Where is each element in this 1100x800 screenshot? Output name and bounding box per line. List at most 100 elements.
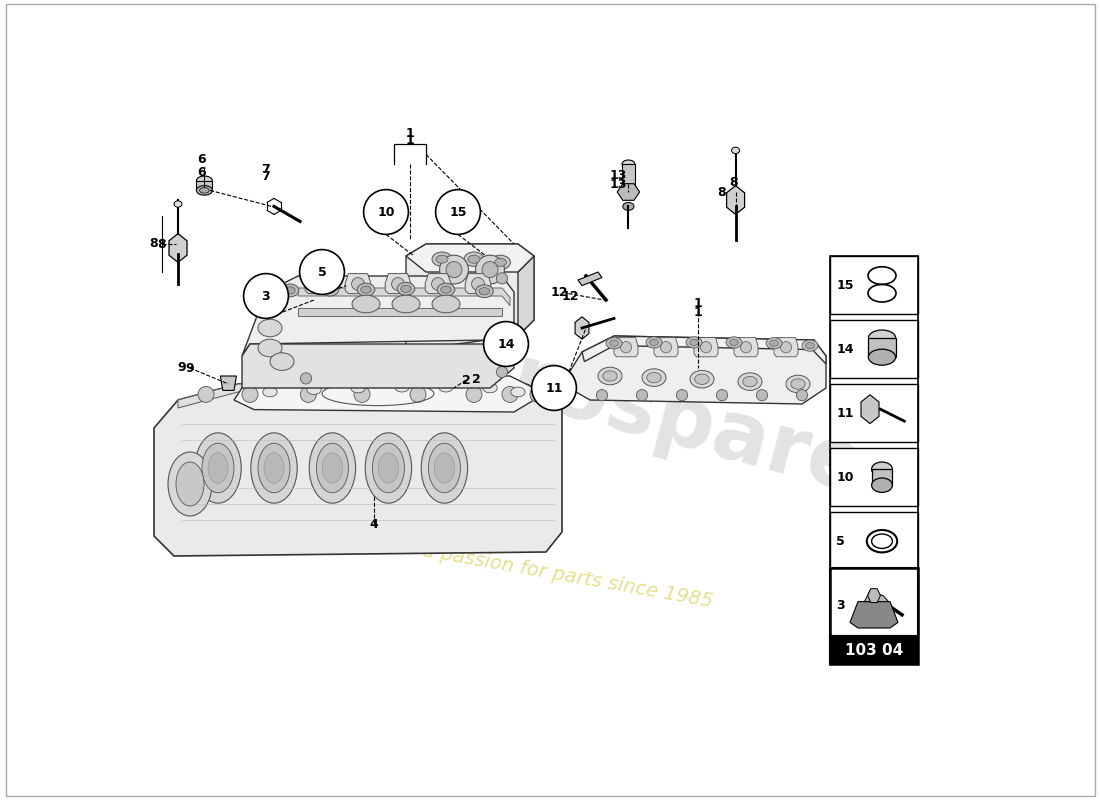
Polygon shape <box>850 602 898 628</box>
Ellipse shape <box>361 286 371 293</box>
Ellipse shape <box>686 337 702 348</box>
Ellipse shape <box>621 160 635 168</box>
Ellipse shape <box>494 258 506 266</box>
Ellipse shape <box>199 187 209 193</box>
Ellipse shape <box>483 383 497 393</box>
Circle shape <box>482 262 498 278</box>
Circle shape <box>354 386 370 402</box>
Ellipse shape <box>603 371 617 382</box>
Ellipse shape <box>690 339 698 346</box>
Ellipse shape <box>397 282 415 295</box>
Ellipse shape <box>251 433 297 503</box>
Polygon shape <box>305 274 331 294</box>
Text: 10: 10 <box>836 470 854 484</box>
Ellipse shape <box>609 340 618 346</box>
Circle shape <box>676 390 688 401</box>
Text: eurospares: eurospares <box>390 309 921 523</box>
Ellipse shape <box>623 202 634 210</box>
Bar <box>830 568 918 636</box>
Ellipse shape <box>309 433 355 503</box>
Text: 13: 13 <box>609 169 627 182</box>
Bar <box>830 448 918 506</box>
Circle shape <box>352 278 364 290</box>
Polygon shape <box>178 384 562 408</box>
Ellipse shape <box>176 462 204 506</box>
Ellipse shape <box>695 374 710 384</box>
Text: 15: 15 <box>449 206 466 218</box>
Circle shape <box>484 322 528 366</box>
Ellipse shape <box>786 375 810 393</box>
Polygon shape <box>654 338 678 357</box>
Ellipse shape <box>491 255 510 270</box>
Ellipse shape <box>464 252 484 266</box>
Ellipse shape <box>729 339 738 346</box>
Bar <box>830 384 918 442</box>
Text: 8: 8 <box>717 186 726 198</box>
Bar <box>197 181 212 190</box>
Ellipse shape <box>208 453 228 483</box>
Circle shape <box>300 386 317 402</box>
Circle shape <box>440 255 469 284</box>
Text: 5: 5 <box>318 266 327 278</box>
Circle shape <box>620 342 631 353</box>
Ellipse shape <box>690 370 714 388</box>
Text: 7: 7 <box>262 170 271 182</box>
Circle shape <box>466 386 482 402</box>
Circle shape <box>475 255 505 284</box>
Polygon shape <box>868 338 895 357</box>
Circle shape <box>531 366 576 410</box>
Ellipse shape <box>510 387 525 397</box>
Polygon shape <box>406 244 534 272</box>
Polygon shape <box>578 272 602 286</box>
Polygon shape <box>575 317 589 339</box>
Ellipse shape <box>395 382 409 392</box>
Text: 1: 1 <box>406 134 415 146</box>
Ellipse shape <box>868 330 895 346</box>
Polygon shape <box>614 338 638 357</box>
Polygon shape <box>774 338 798 357</box>
Ellipse shape <box>195 433 241 503</box>
Circle shape <box>300 271 311 282</box>
Ellipse shape <box>428 443 461 493</box>
Circle shape <box>311 278 324 290</box>
Polygon shape <box>871 469 892 485</box>
Text: 8: 8 <box>150 237 158 250</box>
Circle shape <box>701 342 712 353</box>
Ellipse shape <box>868 349 895 365</box>
Ellipse shape <box>738 373 762 390</box>
Polygon shape <box>727 186 745 214</box>
Ellipse shape <box>264 453 284 483</box>
Bar <box>830 320 918 378</box>
Ellipse shape <box>770 340 779 346</box>
Polygon shape <box>868 589 880 602</box>
Polygon shape <box>465 274 491 294</box>
Ellipse shape <box>358 283 375 296</box>
Text: 11: 11 <box>836 406 854 420</box>
Circle shape <box>242 386 258 402</box>
Circle shape <box>596 390 607 401</box>
Circle shape <box>740 342 751 353</box>
Polygon shape <box>861 394 879 424</box>
Circle shape <box>757 390 768 401</box>
Ellipse shape <box>400 286 411 293</box>
Text: 9: 9 <box>177 361 186 374</box>
Circle shape <box>436 190 481 234</box>
Ellipse shape <box>647 372 661 382</box>
Ellipse shape <box>642 369 666 386</box>
Ellipse shape <box>197 186 212 195</box>
Polygon shape <box>426 274 451 294</box>
Circle shape <box>660 342 672 353</box>
Polygon shape <box>865 590 889 602</box>
Circle shape <box>364 190 408 234</box>
Bar <box>830 576 918 634</box>
Circle shape <box>431 278 444 290</box>
Text: 13: 13 <box>609 178 627 190</box>
Text: 2: 2 <box>462 374 471 386</box>
Circle shape <box>637 390 648 401</box>
Ellipse shape <box>439 382 453 392</box>
Circle shape <box>446 262 462 278</box>
Text: 14: 14 <box>497 338 515 350</box>
Bar <box>830 568 918 664</box>
Polygon shape <box>169 234 187 262</box>
Polygon shape <box>298 288 510 306</box>
